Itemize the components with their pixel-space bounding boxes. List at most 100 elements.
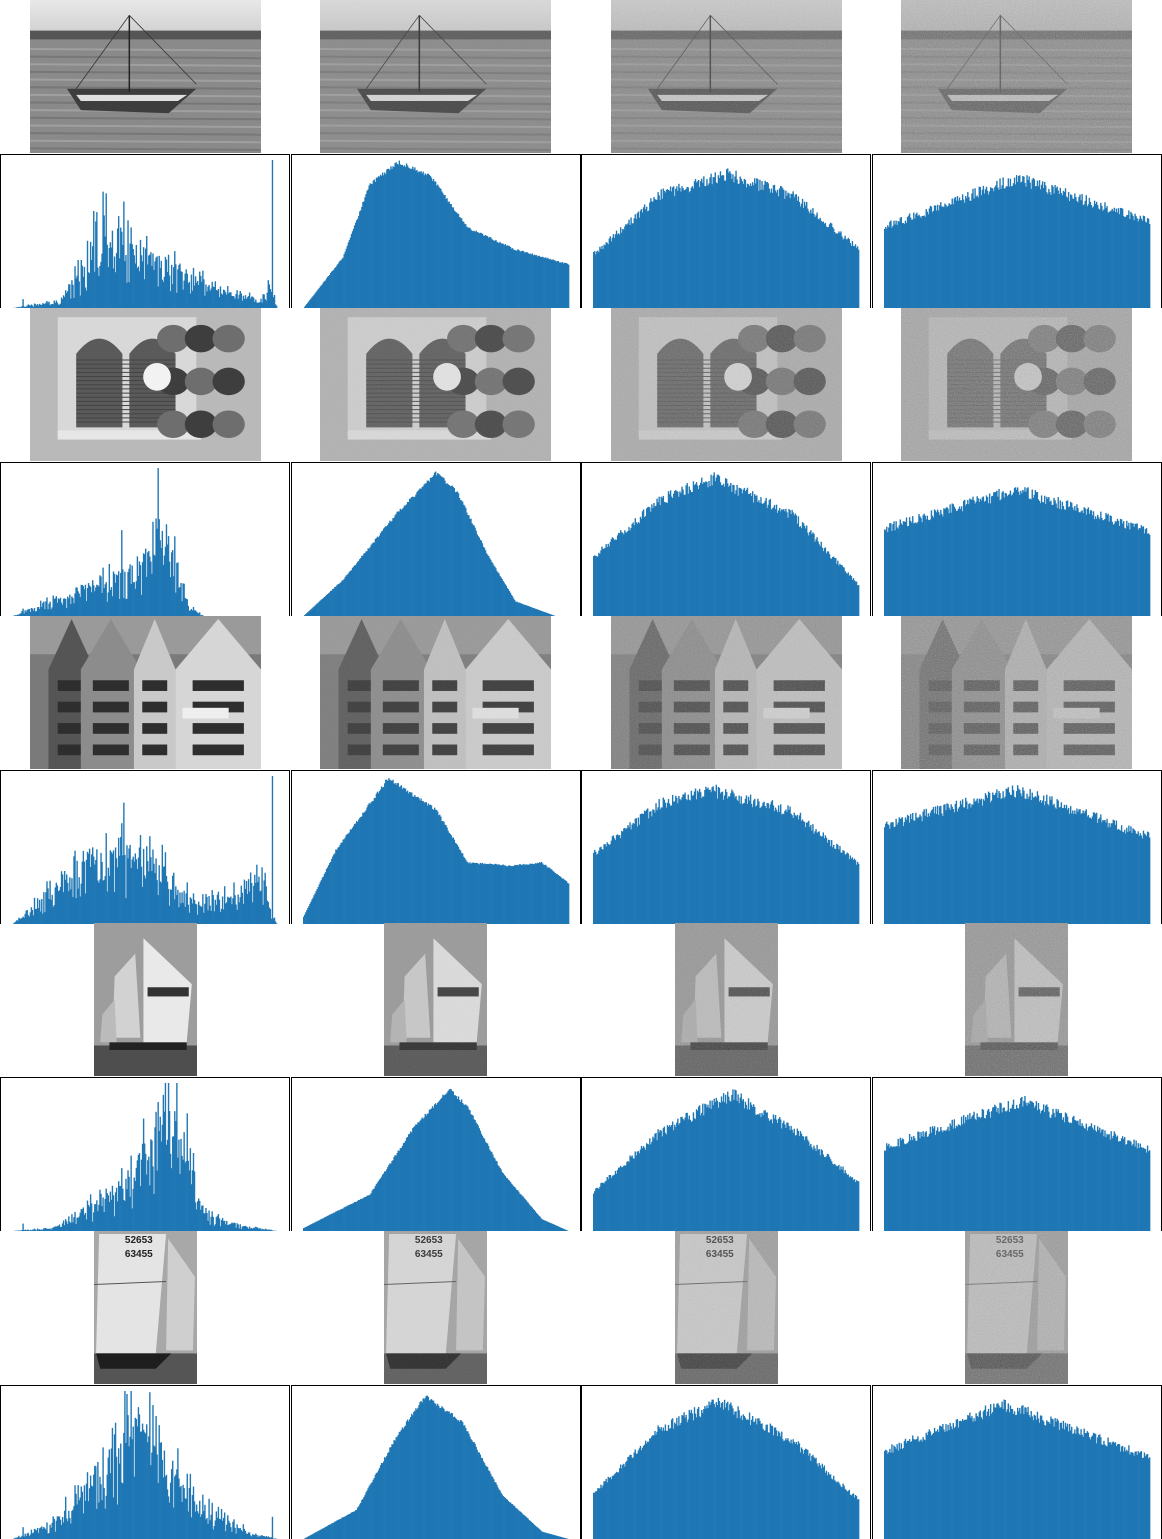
histogram-bar: [208, 1498, 210, 1539]
histogram-bar: [431, 1106, 434, 1231]
histogram-bar: [1037, 186, 1040, 308]
histogram-bar: [370, 1483, 372, 1539]
histogram-bar: [267, 1229, 269, 1231]
histogram-bar: [648, 210, 650, 308]
histogram-bar: [383, 528, 385, 616]
histogram-bar: [390, 1447, 392, 1539]
histogram-bar: [790, 1439, 792, 1539]
histogram-bar: [54, 1531, 56, 1539]
histogram-bar: [1072, 507, 1074, 616]
histogram-bar: [738, 795, 740, 924]
histogram-bar: [24, 913, 26, 924]
histogram-bar: [477, 1125, 479, 1231]
histogram-bar: [216, 1215, 219, 1231]
histogram-bar: [922, 811, 924, 924]
histogram-bar: [772, 1114, 775, 1231]
histogram-bar: [458, 1099, 461, 1231]
histogram-bar: [994, 492, 996, 616]
histogram-bar: [245, 1533, 248, 1539]
histogram-bar: [1118, 526, 1121, 616]
histogram-bar: [1042, 187, 1045, 308]
histogram-bar: [931, 515, 934, 616]
histogram-bar: [364, 811, 366, 924]
histogram-bar: [662, 188, 665, 308]
histogram-bar: [809, 1145, 811, 1231]
histogram-bar: [783, 1120, 785, 1231]
histogram-bar: [321, 877, 324, 924]
histogram-bar: [270, 1537, 273, 1539]
histogram-bar: [188, 281, 191, 308]
histogram-bar: [909, 1140, 912, 1231]
histogram-bar: [343, 254, 345, 308]
histogram-bar: [155, 1111, 157, 1231]
histogram-bar: [1118, 214, 1121, 308]
histogram-bar: [647, 507, 649, 616]
histogram-r2-c1: [0, 462, 290, 616]
histogram-bar: [439, 1408, 441, 1539]
histogram-bar: [932, 1432, 935, 1539]
histogram-bar: [989, 503, 992, 616]
histogram-bar: [1024, 487, 1026, 616]
histogram-bar: [195, 611, 198, 616]
histogram-bar: [318, 601, 320, 616]
histogram-bar: [1024, 1407, 1026, 1539]
histogram-bar: [1054, 1117, 1056, 1231]
histogram-bar: [855, 1496, 858, 1539]
histogram-bar: [204, 903, 206, 924]
histogram-bar: [885, 1150, 887, 1231]
histogram-bar: [501, 865, 503, 924]
histogram-bar: [995, 1407, 997, 1539]
histogram-bar: [753, 185, 755, 308]
histogram-bar: [211, 890, 213, 924]
histogram-bar: [949, 1422, 951, 1539]
histogram-bar: [317, 886, 319, 924]
histogram-bar: [1109, 515, 1111, 616]
histogram-bar: [747, 796, 750, 924]
histogram-bar: [124, 854, 126, 924]
histogram-bar: [85, 290, 88, 308]
histogram-bar: [380, 1176, 383, 1231]
histogram-bar: [481, 862, 484, 924]
histogram-bar: [73, 297, 75, 308]
histogram-bar: [909, 520, 912, 616]
histogram-bar: [398, 1150, 400, 1231]
histogram-bar: [702, 796, 704, 924]
histogram-bar: [804, 1448, 807, 1539]
histogram-bar: [889, 523, 891, 616]
histogram-bar: [894, 530, 896, 616]
histogram-bar: [432, 1400, 435, 1539]
histogram-bar: [820, 1468, 822, 1539]
histogram-bar: [485, 1143, 488, 1231]
histogram-bar: [1013, 1411, 1016, 1539]
histogram-bar: [110, 852, 113, 924]
histogram-bar: [39, 1229, 41, 1231]
histogram-bar: [796, 1128, 799, 1231]
histogram-bar: [77, 260, 79, 308]
histogram-bar: [520, 864, 522, 924]
histogram-bar: [635, 218, 637, 308]
histogram-bar: [106, 891, 108, 924]
histogram-bar: [597, 250, 599, 308]
histogram-bar: [1146, 218, 1149, 308]
histogram-bar: [780, 804, 782, 924]
histogram-bar: [269, 1229, 272, 1231]
histogram-bar: [352, 1511, 355, 1539]
histogram-bar: [936, 204, 939, 308]
histogram-bar: [339, 583, 341, 616]
histogram-bar: [643, 204, 646, 308]
histogram-bar: [355, 1509, 358, 1539]
histogram-bar: [256, 864, 258, 924]
histogram-bar: [125, 598, 127, 616]
histogram-svg: [291, 1385, 581, 1539]
histogram-bar: [998, 488, 1000, 616]
histogram-bar: [465, 224, 467, 308]
histogram-bar: [111, 596, 114, 616]
histogram-bar: [630, 1454, 632, 1539]
histogram-bar: [741, 1100, 743, 1231]
histogram-bar: [563, 879, 566, 924]
histogram-bar: [1077, 811, 1079, 924]
histogram-bar: [21, 610, 23, 616]
histogram-bar: [347, 1514, 350, 1539]
histogram-bar: [328, 863, 331, 924]
histogram-bar: [1088, 513, 1091, 616]
